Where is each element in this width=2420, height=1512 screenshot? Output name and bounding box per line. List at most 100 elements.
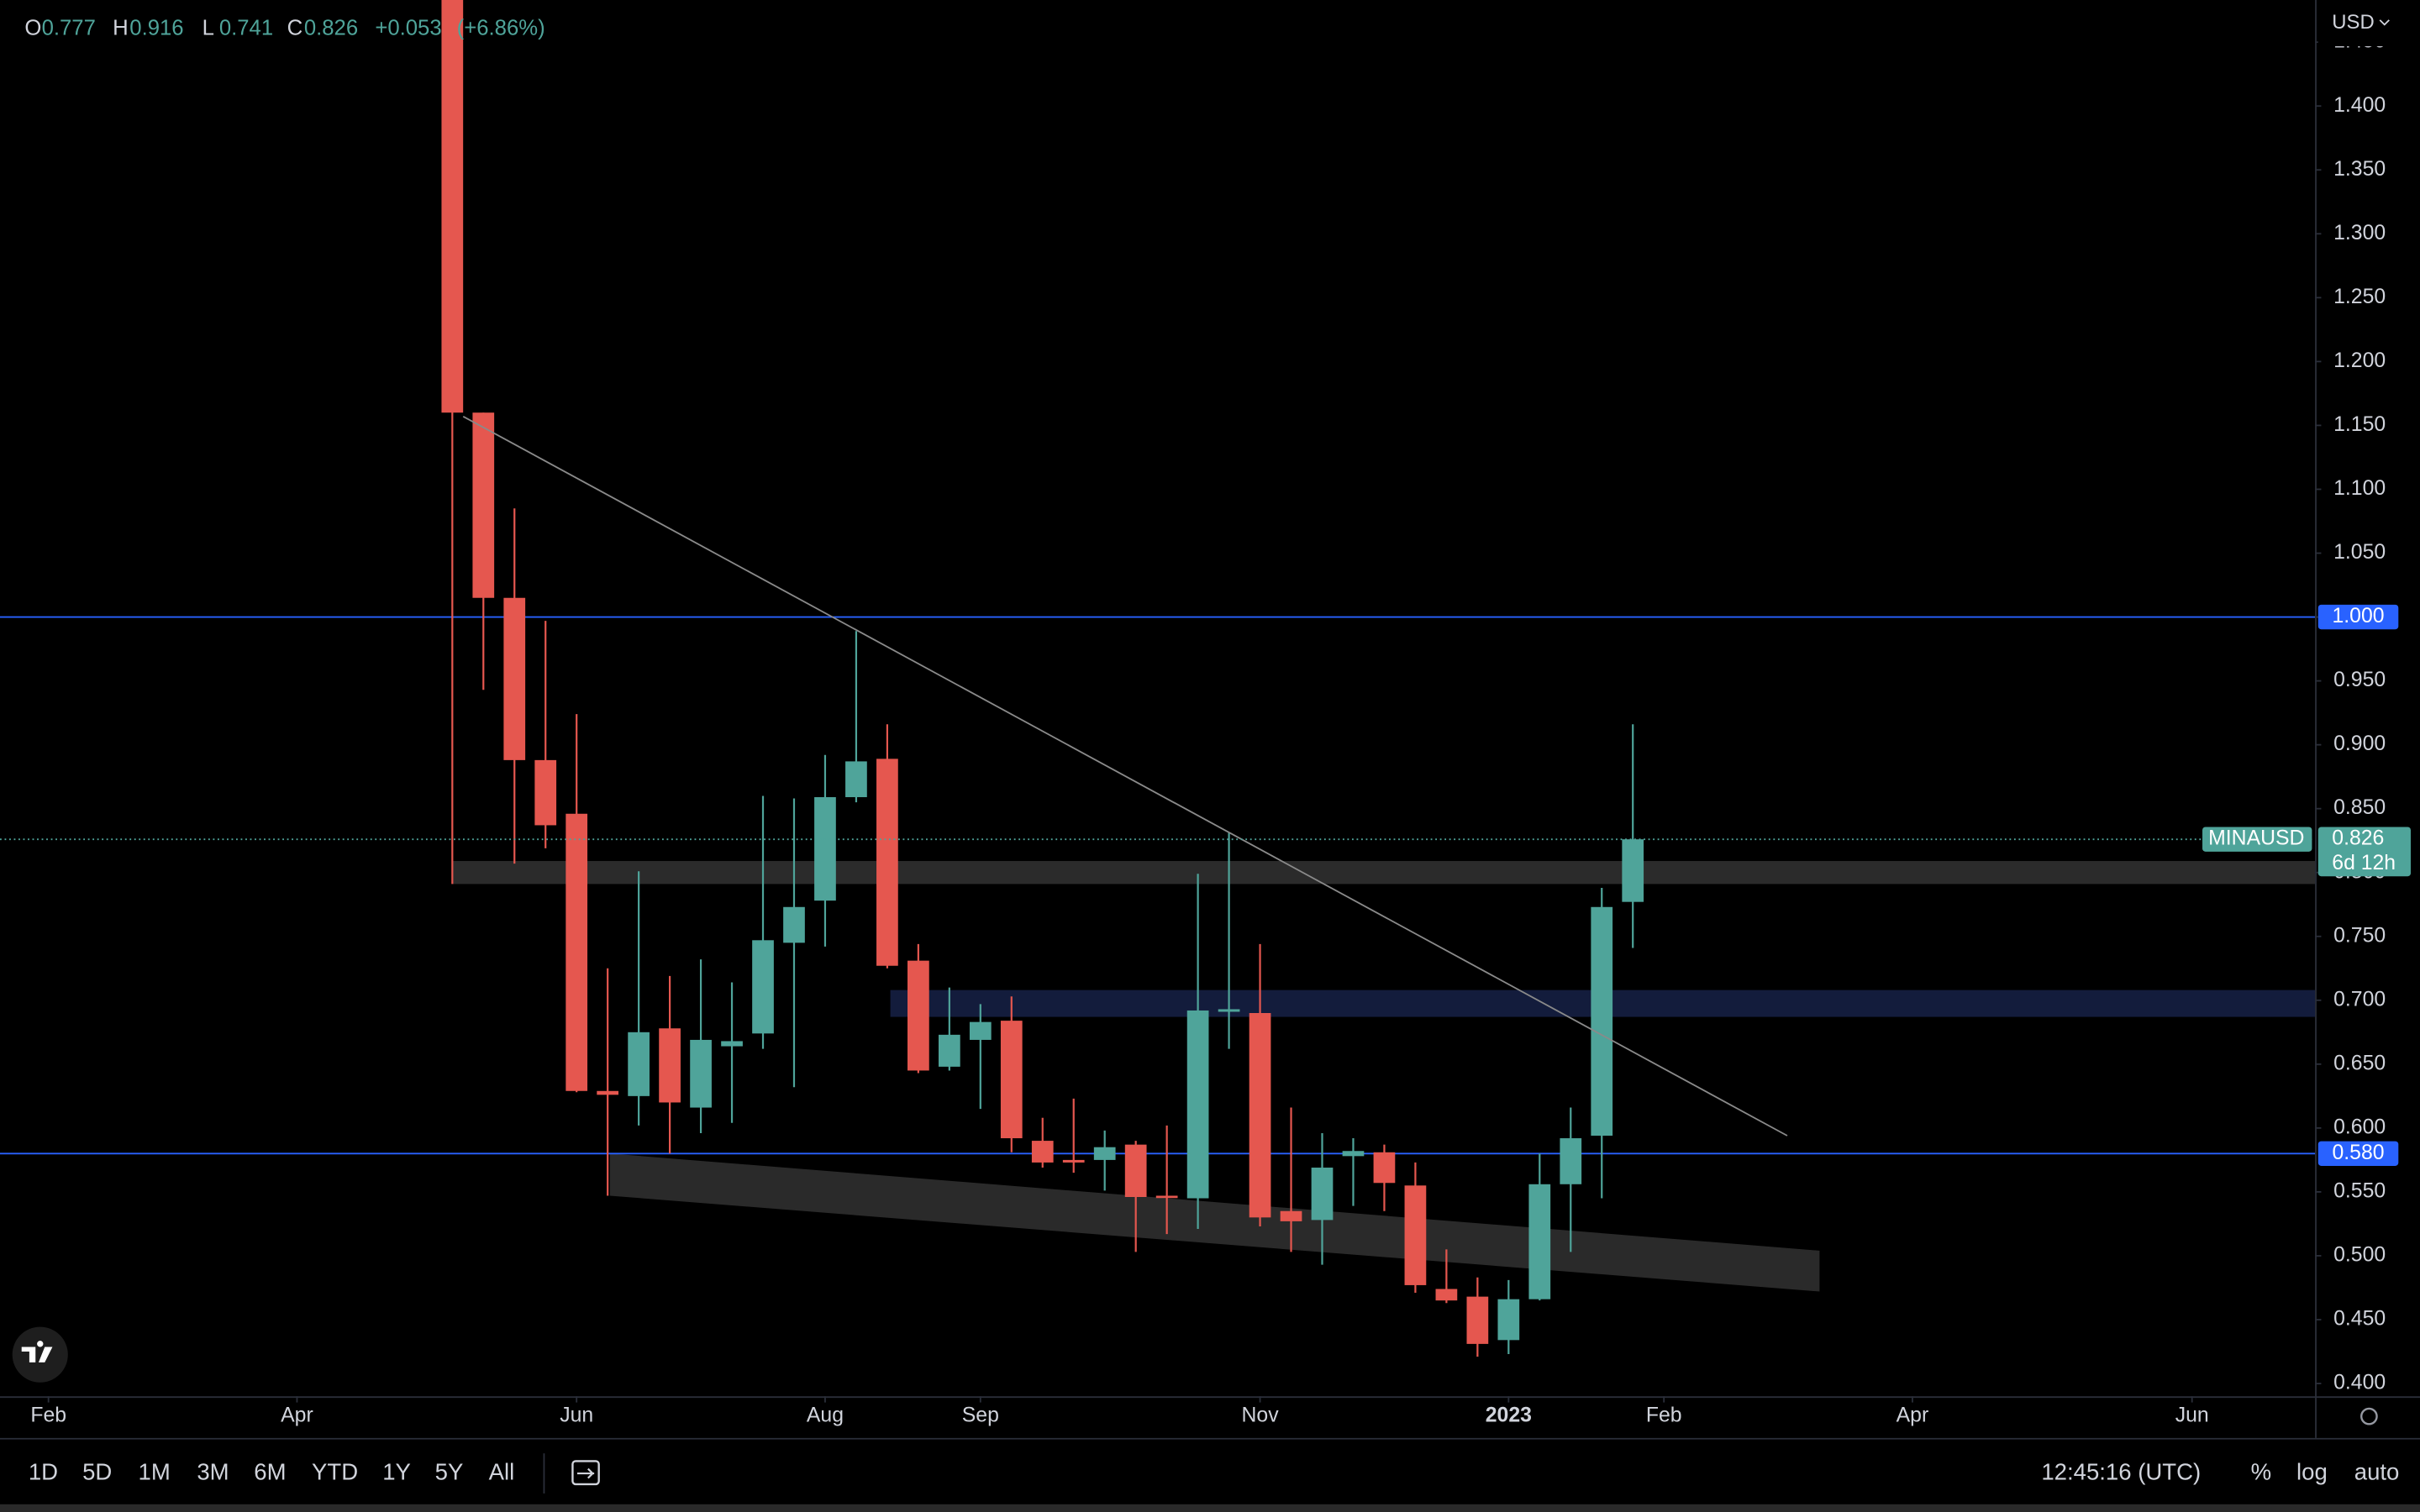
- x-tick-label: Sep: [962, 1404, 999, 1427]
- candle-body: [1000, 1021, 1023, 1139]
- x-tick-label: Nov: [1242, 1404, 1280, 1427]
- range-button[interactable]: All: [489, 1458, 515, 1484]
- candle-body: [1124, 1144, 1147, 1197]
- currency-caret: [2379, 19, 2390, 26]
- hline-tag: [2317, 1141, 2399, 1166]
- candle-body: [1560, 1138, 1582, 1184]
- hline-tag: [2317, 604, 2399, 630]
- calendar-icon: [571, 1460, 600, 1486]
- candle-body: [1435, 1289, 1458, 1301]
- candle-body: [1155, 1195, 1178, 1199]
- open-label: O: [24, 17, 41, 40]
- price-tag-label: 0.826: [2332, 827, 2384, 850]
- candle-body: [503, 597, 526, 760]
- range-button[interactable]: 1Y: [382, 1458, 411, 1484]
- candle-body: [472, 412, 495, 598]
- currency-box: [2317, 0, 2420, 47]
- y-tick-label: 1.350: [2333, 158, 2386, 181]
- range-button[interactable]: 5D: [82, 1458, 112, 1484]
- bottom-strip: [0, 1504, 2420, 1512]
- y-tick-label: 1.200: [2333, 349, 2386, 372]
- date-range-button[interactable]: [571, 1460, 600, 1486]
- range-button[interactable]: 3M: [197, 1458, 229, 1484]
- y-tick-label: 0.700: [2333, 988, 2386, 1011]
- candle-body: [908, 960, 929, 1071]
- candle-body: [1186, 1010, 1209, 1199]
- close-label: C: [287, 17, 303, 40]
- auto-toggle[interactable]: auto: [2354, 1458, 2400, 1484]
- y-tick-label: 0.500: [2333, 1244, 2386, 1267]
- candle-body: [659, 1028, 681, 1103]
- y-tick-label: 0.450: [2333, 1308, 2386, 1331]
- change: +0.053: [375, 17, 441, 40]
- candle-body: [1280, 1210, 1302, 1221]
- candle-body: [845, 761, 867, 797]
- x-tick-label: Jun: [560, 1404, 593, 1427]
- range-button[interactable]: YTD: [312, 1458, 358, 1484]
- logo[interactable]: [12, 1326, 68, 1383]
- candle-body: [441, 0, 464, 413]
- toolbar: 12:45:16 (UTC) % log auto 1D 5D 1M 3M 6M YTD 1…: [29, 1453, 2400, 1494]
- y-tick-label: 1.300: [2333, 222, 2386, 244]
- candle-body: [1062, 1159, 1085, 1163]
- header: O 0.777 H 0.916 L 0.741 C 0.826 +0.053 (…: [24, 17, 544, 40]
- high-value: 0.916: [129, 17, 183, 40]
- price-tag: [2317, 827, 2411, 877]
- high-label: H: [113, 17, 129, 40]
- zone: [452, 861, 2316, 885]
- range-button[interactable]: 6M: [254, 1458, 286, 1484]
- range-button[interactable]: 1D: [29, 1458, 58, 1484]
- y-tick-label: 0.950: [2333, 669, 2386, 691]
- candle-body: [1249, 1013, 1271, 1218]
- y-tick-label: 0.750: [2333, 924, 2386, 947]
- candle-body: [1218, 1009, 1240, 1012]
- x-tick-label: Aug: [807, 1404, 844, 1427]
- log-toggle[interactable]: log: [2296, 1458, 2328, 1484]
- symbol-tag: [2202, 827, 2312, 852]
- y-tick-label: 1.400: [2333, 94, 2386, 117]
- range-button[interactable]: 1M: [139, 1458, 171, 1484]
- open-value: 0.777: [42, 17, 96, 40]
- candle-body: [1622, 839, 1644, 902]
- calendar-arrow: [576, 1467, 595, 1479]
- candle-body: [721, 1041, 743, 1047]
- y-tick-label: 0.550: [2333, 1179, 2386, 1202]
- candle-body: [1311, 1168, 1334, 1221]
- candle-body: [597, 1090, 619, 1095]
- candle-body: [1404, 1185, 1427, 1285]
- candle-body: [969, 1021, 992, 1040]
- candle-body: [1591, 906, 1613, 1136]
- x-tick-label: Feb: [1646, 1404, 1682, 1427]
- y-tick-label: 1.050: [2333, 541, 2386, 564]
- candle-body: [1528, 1184, 1551, 1299]
- currency[interactable]: USD: [2332, 11, 2374, 34]
- settings-icon[interactable]: [2360, 1407, 2378, 1425]
- percent-toggle[interactable]: %: [2251, 1458, 2272, 1484]
- channel: [609, 1153, 1820, 1292]
- x-tick-label: Feb: [30, 1404, 66, 1427]
- symbol-tag-label: MINAUSD: [2208, 827, 2304, 850]
- clock[interactable]: 12:45:16 (UTC): [2041, 1458, 2201, 1484]
- candle-body: [814, 796, 836, 901]
- candle-body: [876, 759, 898, 966]
- countdown: 6d 12h: [2332, 852, 2396, 874]
- x-tick-label: Jun: [2175, 1404, 2209, 1427]
- candle-body: [566, 813, 588, 1091]
- candle-body: [690, 1039, 712, 1108]
- close-value: 0.826: [304, 17, 358, 40]
- change-percent: (+6.86%): [457, 17, 545, 40]
- logo-circle: [12, 1326, 68, 1383]
- y-tick-label: 1.150: [2333, 413, 2386, 436]
- y-tick-label: 0.850: [2333, 796, 2386, 819]
- y-tick-label: 0.400: [2333, 1372, 2386, 1394]
- candle-body: [1497, 1299, 1520, 1341]
- candle-body: [1466, 1296, 1489, 1344]
- plot-area: [0, 0, 2316, 1357]
- x-tick-label: Apr: [1897, 1404, 1929, 1427]
- candle-body: [752, 940, 774, 1034]
- hline-tag-label: 0.580: [2333, 1142, 2385, 1164]
- range-button[interactable]: 5Y: [435, 1458, 464, 1484]
